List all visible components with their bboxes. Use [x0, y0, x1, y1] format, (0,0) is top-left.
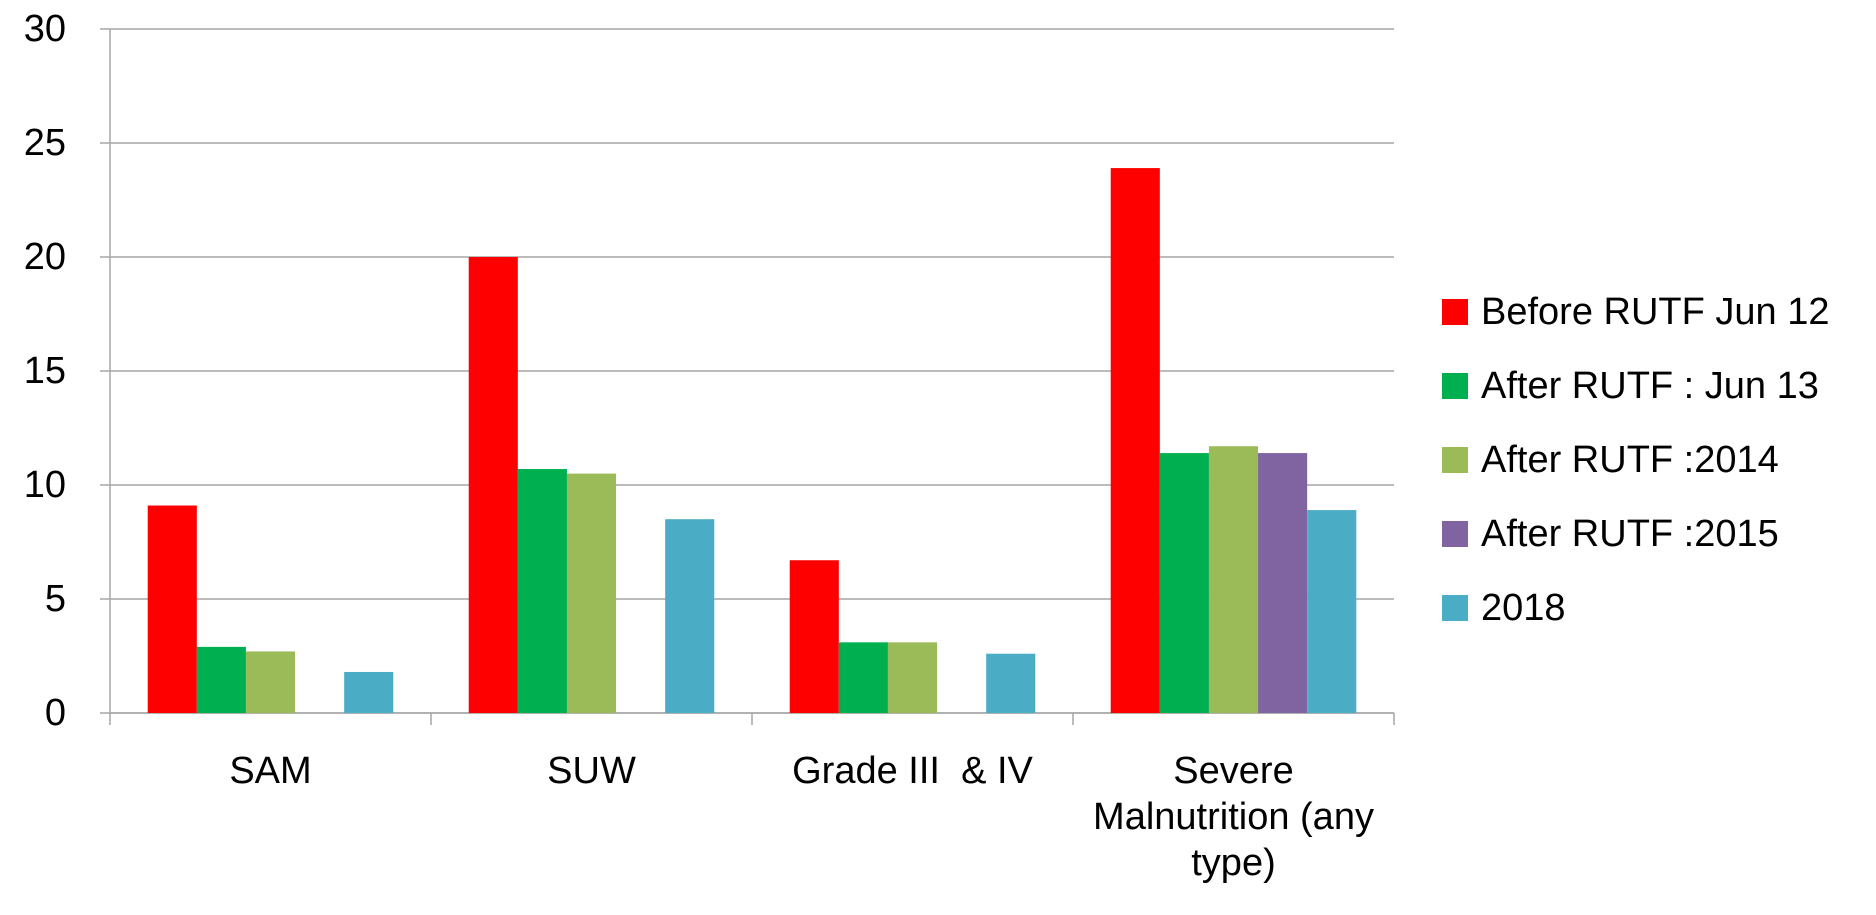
- legend-swatch: [1442, 521, 1468, 547]
- bar: [566, 473, 617, 713]
- y-tick-label: 5: [44, 578, 66, 620]
- y-tick-label: 25: [23, 122, 66, 164]
- legend-swatch: [1442, 447, 1468, 473]
- legend-swatch: [1442, 595, 1468, 621]
- bar: [147, 505, 197, 713]
- y-tick-label: 10: [23, 464, 66, 506]
- bar: [838, 642, 888, 713]
- legend-label: After RUTF :2015: [1481, 513, 1779, 555]
- legend-label: After RUTF : Jun 13: [1481, 365, 1819, 407]
- legend-label: 2018: [1481, 587, 1566, 629]
- y-tick-label: 15: [23, 350, 66, 392]
- bar: [468, 257, 518, 713]
- bar: [789, 560, 839, 713]
- bar: [1159, 453, 1209, 713]
- bar: [1258, 453, 1308, 713]
- y-tick-label: 0: [44, 692, 66, 734]
- legend-label: Before RUTF Jun 12: [1481, 291, 1830, 333]
- bar: [1307, 510, 1357, 713]
- bar: [986, 653, 1036, 713]
- legend-swatch: [1442, 373, 1468, 399]
- x-tick-label: SUW: [547, 750, 636, 792]
- legend-label: After RUTF :2014: [1481, 439, 1779, 481]
- y-tick-label: 30: [23, 8, 66, 50]
- bar: [517, 469, 567, 713]
- x-tick-label: SAM: [229, 750, 312, 792]
- x-tick-label: Severe Malnutrition (any type): [1093, 750, 1385, 884]
- x-tick-label: Grade III & IV: [792, 750, 1033, 792]
- bar: [665, 519, 715, 713]
- bar: [344, 671, 394, 713]
- bar: [1110, 168, 1160, 713]
- bar: [1208, 446, 1259, 713]
- y-tick-label: 20: [23, 236, 66, 278]
- bar: [196, 646, 246, 713]
- legend-swatch: [1442, 299, 1468, 325]
- bar: [887, 642, 938, 713]
- bar: [245, 651, 296, 713]
